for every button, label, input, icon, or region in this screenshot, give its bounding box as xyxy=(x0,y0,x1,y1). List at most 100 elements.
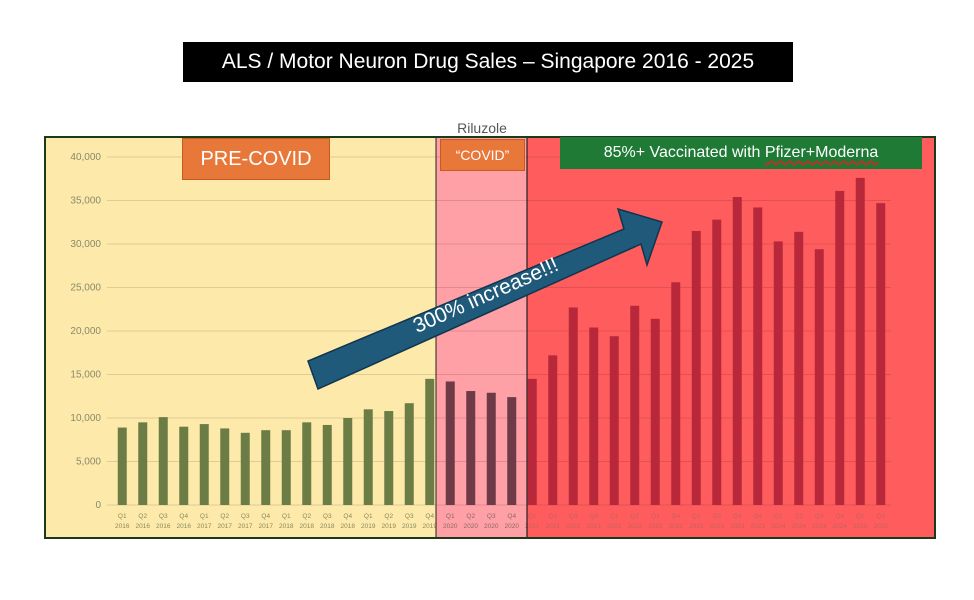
bar xyxy=(445,381,455,505)
x-tick-year: 2018 xyxy=(320,523,335,530)
x-tick-quarter: Q1 xyxy=(364,513,373,520)
x-tick-year: 2020 xyxy=(484,523,499,530)
x-tick-year: 2020 xyxy=(464,523,479,530)
bar xyxy=(404,403,414,505)
bar xyxy=(527,378,537,505)
bar xyxy=(630,305,640,505)
bar xyxy=(363,409,373,505)
vaccinated-text: 85%+ Vaccinated with xyxy=(603,144,761,161)
increase-arrow xyxy=(307,207,663,391)
zone-vaccinated xyxy=(527,137,935,538)
x-tick-quarter: Q4 xyxy=(425,513,434,520)
x-tick-quarter: Q2 xyxy=(302,513,311,520)
y-tick-label: 40,000 xyxy=(70,152,101,163)
x-tick-quarter: Q3 xyxy=(815,513,824,520)
x-tick-quarter: Q1 xyxy=(610,513,619,520)
x-tick-year: 2019 xyxy=(382,523,397,530)
x-tick-quarter: Q4 xyxy=(179,513,188,520)
x-tick-quarter: Q3 xyxy=(487,513,496,520)
chart-frame xyxy=(44,136,936,539)
y-tick-label: 0 xyxy=(95,500,101,511)
x-tick-quarter: Q4 xyxy=(835,513,844,520)
x-tick-quarter: Q3 xyxy=(651,513,660,520)
x-tick-quarter: Q2 xyxy=(794,513,803,520)
chart-title: ALS / Motor Neuron Drug Sales – Singapor… xyxy=(183,42,793,82)
x-tick-quarter: Q4 xyxy=(671,513,680,520)
zone-label-precovid: PRE-COVID xyxy=(182,138,330,180)
x-tick-quarter: Q3 xyxy=(241,513,250,520)
x-tick-year: 2017 xyxy=(218,523,233,530)
x-tick-year: 2019 xyxy=(402,523,417,530)
x-tick-quarter: Q1 xyxy=(282,513,291,520)
bar xyxy=(650,318,660,505)
bar xyxy=(773,241,783,505)
x-tick-year: 2016 xyxy=(115,523,130,530)
bar xyxy=(179,426,189,505)
bar xyxy=(466,391,476,505)
bar xyxy=(384,411,394,505)
x-tick-year: 2019 xyxy=(423,523,438,530)
x-tick-year: 2024 xyxy=(812,523,827,530)
bar xyxy=(343,418,353,505)
bar xyxy=(199,424,209,505)
x-tick-year: 2016 xyxy=(136,523,151,530)
x-tick-quarter: Q2 xyxy=(384,513,393,520)
bar xyxy=(425,378,435,505)
x-tick-quarter: Q4 xyxy=(507,513,516,520)
x-tick-year: 2018 xyxy=(279,523,294,530)
x-tick-quarter: Q1 xyxy=(692,513,701,520)
x-tick-quarter: Q1 xyxy=(200,513,209,520)
x-tick-quarter: Q3 xyxy=(569,513,578,520)
bar xyxy=(138,422,148,505)
x-tick-year: 2023 xyxy=(730,523,745,530)
y-tick-label: 20,000 xyxy=(70,326,101,337)
x-tick-quarter: Q2 xyxy=(630,513,639,520)
x-tick-quarter: Q2 xyxy=(138,513,147,520)
x-tick-quarter: Q1 xyxy=(528,513,537,520)
bar xyxy=(814,249,824,505)
x-tick-quarter: Q2 xyxy=(548,513,557,520)
x-tick-year: 2023 xyxy=(689,523,704,530)
x-tick-quarter: Q3 xyxy=(323,513,332,520)
x-tick-quarter: Q4 xyxy=(589,513,598,520)
x-tick-year: 2024 xyxy=(792,523,807,530)
x-tick-quarter: Q3 xyxy=(405,513,414,520)
y-tick-label: 35,000 xyxy=(70,196,101,207)
x-tick-year: 2018 xyxy=(341,523,356,530)
y-tick-label: 5,000 xyxy=(76,457,101,468)
x-tick-quarter: Q1 xyxy=(118,513,127,520)
bar xyxy=(589,327,599,505)
y-tick-label: 10,000 xyxy=(70,413,101,424)
x-tick-year: 2017 xyxy=(197,523,212,530)
x-tick-quarter: Q4 xyxy=(261,513,270,520)
x-tick-year: 2018 xyxy=(300,523,315,530)
x-tick-quarter: Q2 xyxy=(220,513,229,520)
x-tick-year: 2023 xyxy=(710,523,725,530)
y-tick-label: 25,000 xyxy=(70,283,101,294)
x-tick-year: 2025 xyxy=(874,523,889,530)
bar xyxy=(548,355,558,505)
x-tick-year: 2022 xyxy=(607,523,622,530)
bar xyxy=(281,430,291,505)
x-tick-quarter: Q1 xyxy=(774,513,783,520)
x-tick-quarter: Q1 xyxy=(856,513,865,520)
series-title: Riluzole xyxy=(457,120,507,136)
x-tick-quarter: Q2 xyxy=(712,513,721,520)
bar xyxy=(753,207,763,505)
bar xyxy=(302,422,312,505)
x-tick-year: 2023 xyxy=(751,523,766,530)
x-tick-year: 2017 xyxy=(259,523,274,530)
x-tick-year: 2022 xyxy=(648,523,663,530)
bar xyxy=(691,230,701,505)
zone-label-covid: “COVID” xyxy=(440,139,525,171)
x-tick-year: 2020 xyxy=(443,523,458,530)
bar xyxy=(671,282,681,505)
x-tick-year: 2021 xyxy=(566,523,581,530)
x-tick-year: 2022 xyxy=(628,523,643,530)
bar xyxy=(609,336,619,505)
x-tick-year: 2025 xyxy=(853,523,868,530)
x-tick-year: 2024 xyxy=(771,523,786,530)
x-tick-quarter: Q3 xyxy=(733,513,742,520)
bar xyxy=(507,397,517,505)
